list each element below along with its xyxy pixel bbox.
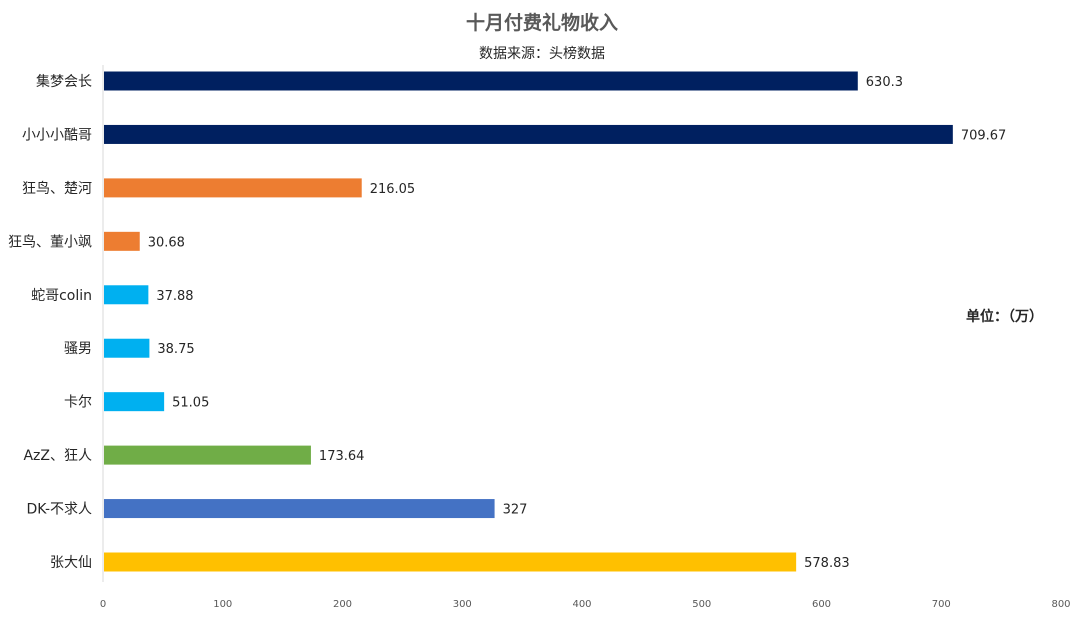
x-tick-label: 600: [812, 599, 831, 610]
x-tick-label: 800: [1051, 599, 1070, 610]
data-label: 630.3: [866, 75, 903, 90]
bar: [104, 499, 495, 519]
bar: [104, 231, 140, 251]
x-tick-label: 700: [932, 599, 951, 610]
unit-label: 单位：（万）: [966, 309, 1043, 325]
category-label: 狂鸟、董小飒: [8, 234, 92, 250]
chart-title: 十月付费礼物收入: [465, 12, 618, 34]
chart-subtitle: 数据来源：头榜数据: [479, 46, 605, 62]
bar: [104, 124, 953, 144]
bar: [104, 178, 362, 198]
x-tick-label: 200: [333, 599, 352, 610]
x-tick-label: 500: [692, 599, 711, 610]
bar: [104, 71, 858, 91]
data-label: 173.64: [319, 449, 365, 464]
category-label: AzZ、狂人: [23, 448, 92, 464]
bar: [104, 552, 797, 572]
x-tick-label: 300: [453, 599, 472, 610]
data-label: 37.88: [156, 289, 193, 304]
data-label: 578.83: [804, 556, 850, 571]
bar: [104, 285, 149, 305]
category-label: 卡尔: [64, 395, 92, 411]
bar: [104, 392, 165, 412]
data-label: 709.67: [961, 128, 1007, 143]
data-label: 216.05: [370, 182, 416, 197]
bar: [104, 445, 311, 465]
x-tick-label: 0: [100, 599, 106, 610]
category-label: 集梦会长: [36, 73, 92, 90]
data-label: 38.75: [157, 342, 194, 357]
category-label: 骚男: [64, 341, 92, 357]
category-label: 张大仙: [50, 555, 92, 571]
category-label: 小小小酷哥: [22, 127, 92, 143]
category-label: 蛇哥colin: [31, 288, 92, 304]
data-label: 30.68: [148, 235, 185, 250]
x-tick-label: 400: [572, 599, 591, 610]
bar: [104, 338, 150, 358]
data-label: 327: [503, 503, 528, 518]
category-label: 狂鸟、楚河: [22, 181, 92, 197]
category-label: DK-不求人: [26, 502, 92, 518]
x-tick-label: 100: [213, 599, 232, 610]
data-label: 51.05: [172, 396, 209, 411]
